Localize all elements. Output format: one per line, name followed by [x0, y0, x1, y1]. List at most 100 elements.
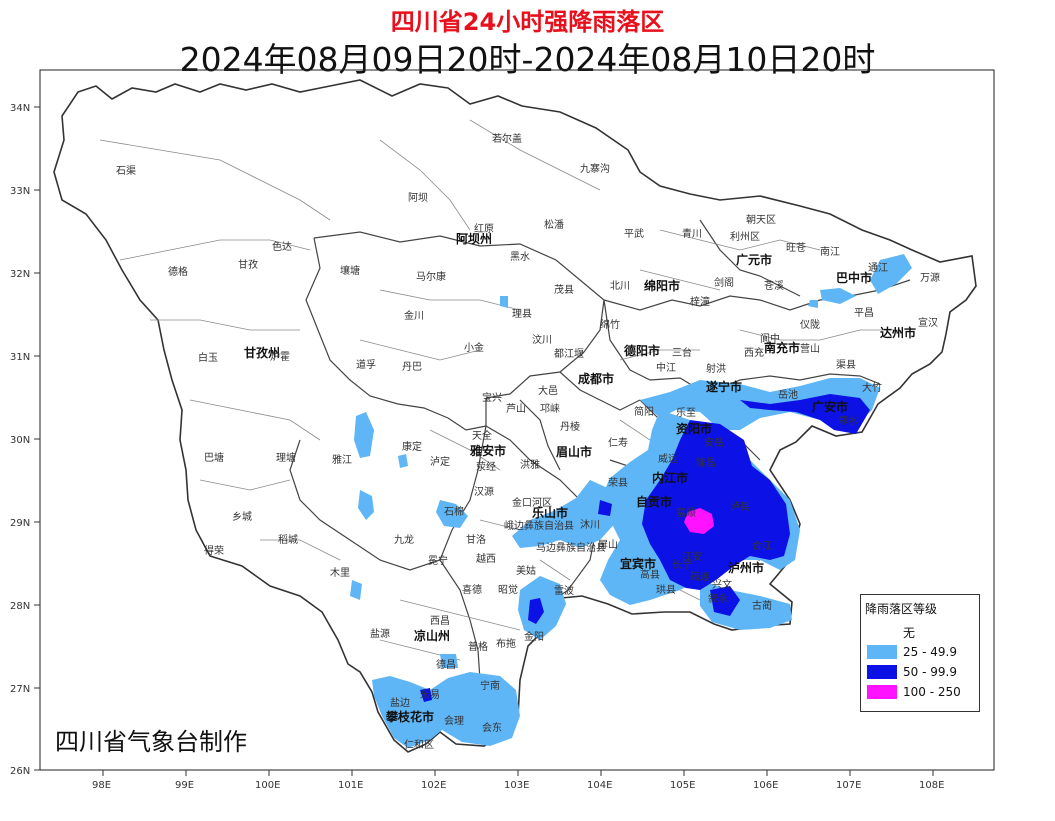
county-label: 富顺 — [676, 506, 696, 519]
county-label: 石渠 — [116, 165, 136, 177]
county-label: 喜德 — [462, 583, 482, 596]
lat-axis: 34N 33N 32N 31N 30N 29N 28N 27N 26N — [10, 103, 40, 777]
lat-tick-label: 34N — [10, 103, 30, 114]
county-label: 雅江 — [332, 453, 352, 466]
county-label: 天全 — [472, 429, 492, 442]
county-label: 西昌 — [430, 615, 450, 627]
lat-tick-label: 26N — [10, 766, 30, 777]
legend-title: 降雨落区等级 — [865, 602, 938, 616]
city-label: 巴中市 — [836, 270, 872, 285]
lon-tick-label: 102E — [421, 780, 446, 791]
county-label: 梓潼 — [690, 295, 710, 308]
county-label: 冕宁 — [428, 554, 448, 567]
county-label: 屏山 — [598, 539, 618, 551]
county-label: 巴塘 — [204, 451, 224, 464]
county-label: 乐至 — [676, 407, 696, 419]
county-label: 江安 — [682, 550, 702, 563]
county-label: 古蔺 — [752, 599, 772, 612]
city-label: 自贡市 — [636, 494, 672, 509]
county-label: 珙县 — [656, 584, 676, 596]
city-label: 德阳市 — [624, 343, 660, 358]
city-label: 内江市 — [652, 470, 688, 485]
county-label: 康定 — [402, 440, 422, 453]
county-label: 甘洛 — [466, 533, 486, 546]
county-label: 洪雅 — [520, 458, 540, 471]
county-label: 仪陇 — [800, 318, 820, 331]
legend-label: 无 — [903, 625, 916, 640]
county-label: 炉霍 — [270, 351, 290, 363]
lon-tick-label: 107E — [836, 780, 861, 791]
county-label: 九寨沟 — [580, 162, 610, 175]
county-label: 乡城 — [232, 511, 252, 523]
county-label: 白玉 — [198, 351, 218, 364]
county-label: 筠连 — [690, 570, 710, 583]
producer-credit: 四川省气象台制作 — [55, 728, 247, 756]
county-label: 会理 — [444, 714, 464, 727]
city-label: 攀枝花市 — [386, 709, 434, 724]
county-label: 邛崃 — [540, 403, 560, 415]
county-label: 芦山 — [506, 403, 526, 415]
lon-tick-label: 108E — [919, 780, 944, 791]
legend: 降雨落区等级 无 25 - 49.9 50 - 99.9 100 - 250 — [860, 594, 980, 712]
map-frame — [39, 69, 995, 771]
county-label: 德昌 — [436, 658, 456, 671]
legend-swatch — [867, 645, 897, 659]
county-label: 中江 — [656, 361, 676, 374]
city-label: 雅安市 — [469, 443, 506, 458]
city-label: 广元市 — [736, 252, 772, 267]
county-label: 布拖 — [496, 637, 516, 650]
legend-item: 100 - 250 — [867, 683, 961, 701]
legend-label: 50 - 99.9 — [903, 665, 957, 679]
lon-tick-label: 98E — [92, 780, 111, 791]
county-label: 石棉 — [444, 505, 464, 518]
county-label: 泸县 — [730, 501, 750, 513]
county-label: 理塘 — [276, 451, 296, 464]
legend-label: 25 - 49.9 — [903, 645, 957, 659]
county-label: 西充 — [744, 346, 764, 359]
county-label: 红原 — [474, 222, 494, 235]
county-label: 宣汉 — [918, 316, 938, 329]
county-label: 小金 — [464, 341, 484, 354]
map-title: 四川省24小时强降雨落区 — [390, 8, 665, 36]
city-label: 泸州市 — [728, 560, 764, 575]
county-label: 大竹 — [862, 381, 882, 394]
county-label: 长宁 — [672, 558, 692, 571]
county-label: 青川 — [682, 227, 702, 240]
legend-swatch — [867, 685, 897, 699]
county-label: 丹巴 — [402, 361, 422, 373]
county-label: 得荣 — [204, 545, 224, 557]
county-label: 剑阁 — [714, 276, 734, 289]
county-label: 盐边 — [390, 696, 410, 709]
county-label: 简阳 — [634, 405, 654, 418]
county-label: 木里 — [330, 567, 350, 579]
legend-item: 25 - 49.9 — [867, 643, 957, 661]
county-label: 黑水 — [510, 251, 530, 263]
county-label: 道孚 — [356, 358, 376, 371]
county-label: 三台 — [672, 346, 692, 359]
city-label: 绵阳市 — [644, 278, 680, 293]
city-label: 资阳市 — [676, 421, 712, 436]
county-label: 朝天区 — [746, 214, 776, 226]
city-label: 阿坝州 — [456, 232, 492, 246]
city-label: 凉山州 — [414, 628, 450, 643]
lat-tick-label: 32N — [10, 269, 30, 280]
county-label: 营山 — [800, 342, 820, 355]
lat-tick-label: 33N — [10, 186, 30, 197]
county-label: 通江 — [868, 262, 888, 274]
county-labels: 石渠 若尔盖 九寨沟 阿坝 红原 松潘 平武 青川 朝天区 利州区 旺苍 南江 … — [116, 132, 940, 751]
county-label: 松潘 — [544, 218, 564, 231]
lon-tick-label: 105E — [670, 780, 695, 791]
lon-tick-label: 104E — [587, 780, 612, 791]
county-label: 九龙 — [394, 533, 414, 546]
county-label: 高县 — [640, 568, 660, 581]
city-label: 达州市 — [880, 325, 916, 340]
lat-tick-label: 27N — [10, 684, 30, 695]
lon-tick-label: 103E — [504, 780, 529, 791]
county-label: 金阳 — [524, 630, 544, 643]
lat-tick-label: 31N — [10, 352, 30, 363]
county-label: 越西 — [476, 552, 496, 565]
lon-axis: 98E 99E 100E 101E 102E 103E 104E 105E 10… — [92, 770, 944, 791]
rain-area-100-250 — [684, 508, 714, 534]
county-label: 丹棱 — [560, 420, 580, 433]
county-label: 德格 — [168, 265, 188, 278]
